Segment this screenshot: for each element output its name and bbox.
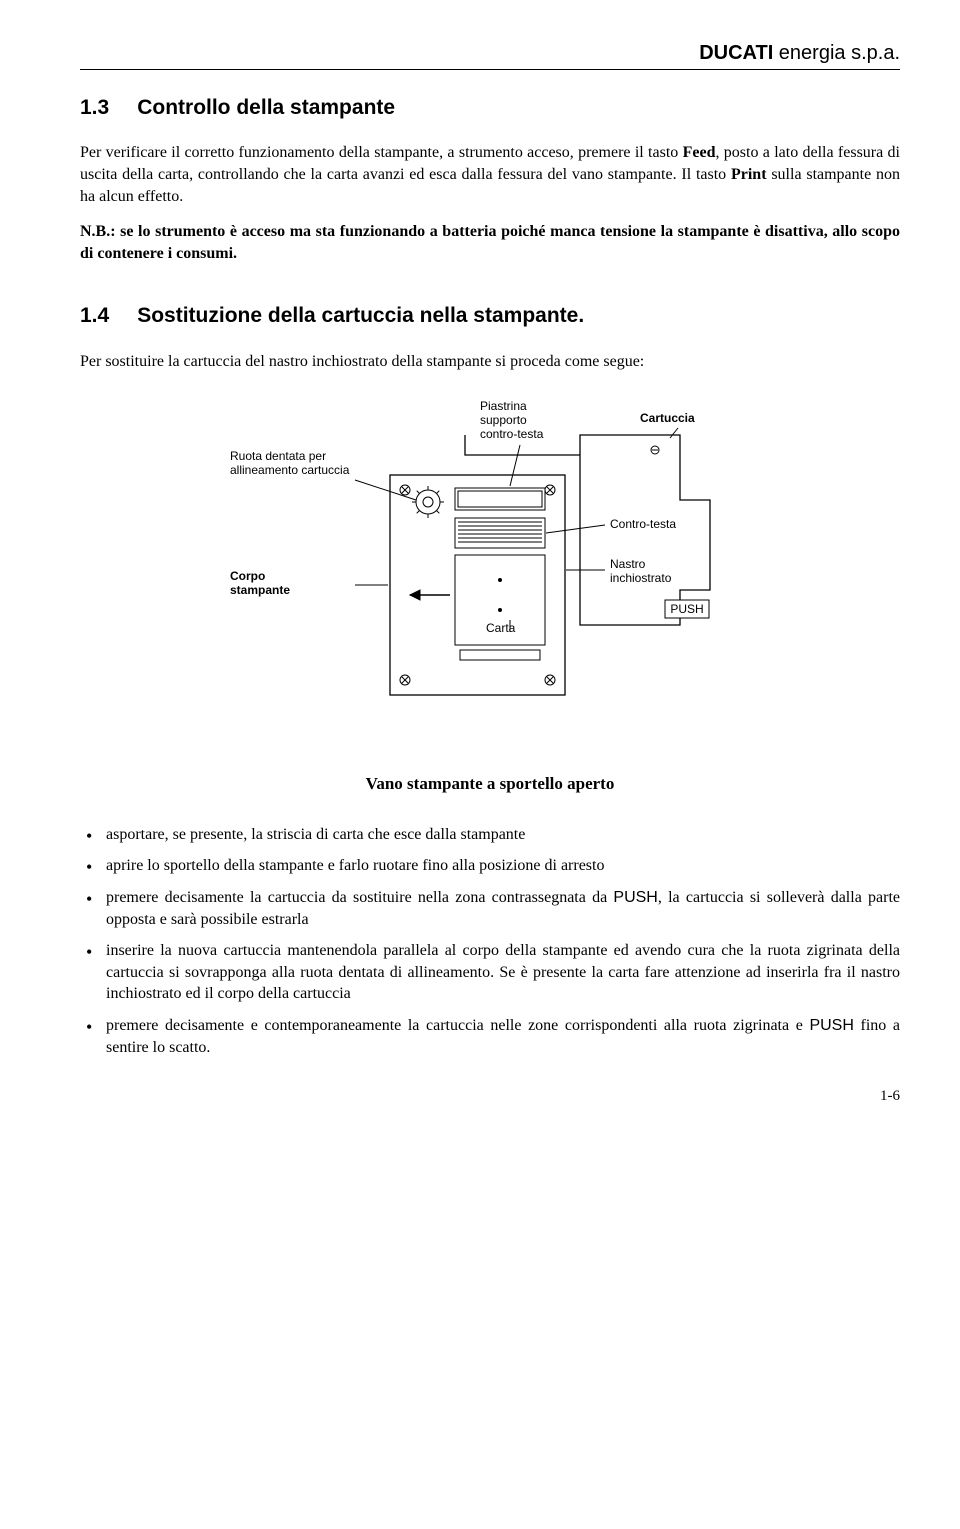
print-key: Print [731,166,767,183]
section-title: Controllo della stampante [137,96,395,119]
section-number: 1.4 [80,302,109,330]
section-1-3-heading: 1.3 Controllo della stampante [80,94,900,122]
para-controllo: Per verificare il corretto funzionamento… [80,142,900,207]
label-ruota: Ruota dentata per allineamento cartuccia [230,449,350,477]
printer-diagram: PUSH Ruota dentata per allineamento cart… [80,400,900,737]
text: premere decisamente e contemporaneamente… [106,1017,809,1034]
diagram-caption: Vano stampante a sportello aperto [80,773,900,796]
text: premere decisamente la cartuccia da sost… [106,889,613,906]
text: inserire la nuova cartuccia mantenendola… [106,942,900,1002]
brand-bold: DUCATI [699,42,773,64]
text: aprire lo sportello della stampante e fa… [106,857,604,874]
list-item: premere decisamente la cartuccia da sost… [80,887,900,930]
section-number: 1.3 [80,94,109,122]
page-number: 1-6 [80,1086,900,1106]
company-header: DUCATI energia s.p.a. [80,40,900,67]
brand-rest: energia s.p.a. [773,42,900,64]
label-corpo: Corpo stampante [230,569,290,597]
list-item: asportare, se presente, la striscia di c… [80,824,900,846]
para-nb: N.B.: se lo strumento è acceso ma sta fu… [80,221,900,264]
label-controtesta: Contro-testa [610,517,676,531]
section-1-4-heading: 1.4 Sostituzione della cartuccia nella st… [80,302,900,330]
label-nastro: Nastro inchiostrato [610,557,672,585]
text: Per verificare il corretto funzionamento… [80,144,683,161]
label-carta: Carta [486,621,516,635]
list-item: inserire la nuova cartuccia mantenendola… [80,940,900,1005]
instruction-list: asportare, se presente, la striscia di c… [80,824,900,1058]
text: asportare, se presente, la striscia di c… [106,826,525,843]
push-text: PUSH [809,1017,853,1034]
section-title: Sostituzione della cartuccia nella stamp… [137,304,584,327]
list-item: aprire lo sportello della stampante e fa… [80,855,900,877]
feed-key: Feed [683,144,716,161]
label-piastrina: Piastrina supporto contro-testa [480,400,544,441]
list-item: premere decisamente e contemporaneamente… [80,1015,900,1058]
label-cartuccia: Cartuccia [640,411,695,425]
header-divider [80,69,900,70]
para-intro: Per sostituire la cartuccia del nastro i… [80,351,900,373]
push-label: PUSH [670,602,703,616]
push-text: PUSH [613,889,657,906]
